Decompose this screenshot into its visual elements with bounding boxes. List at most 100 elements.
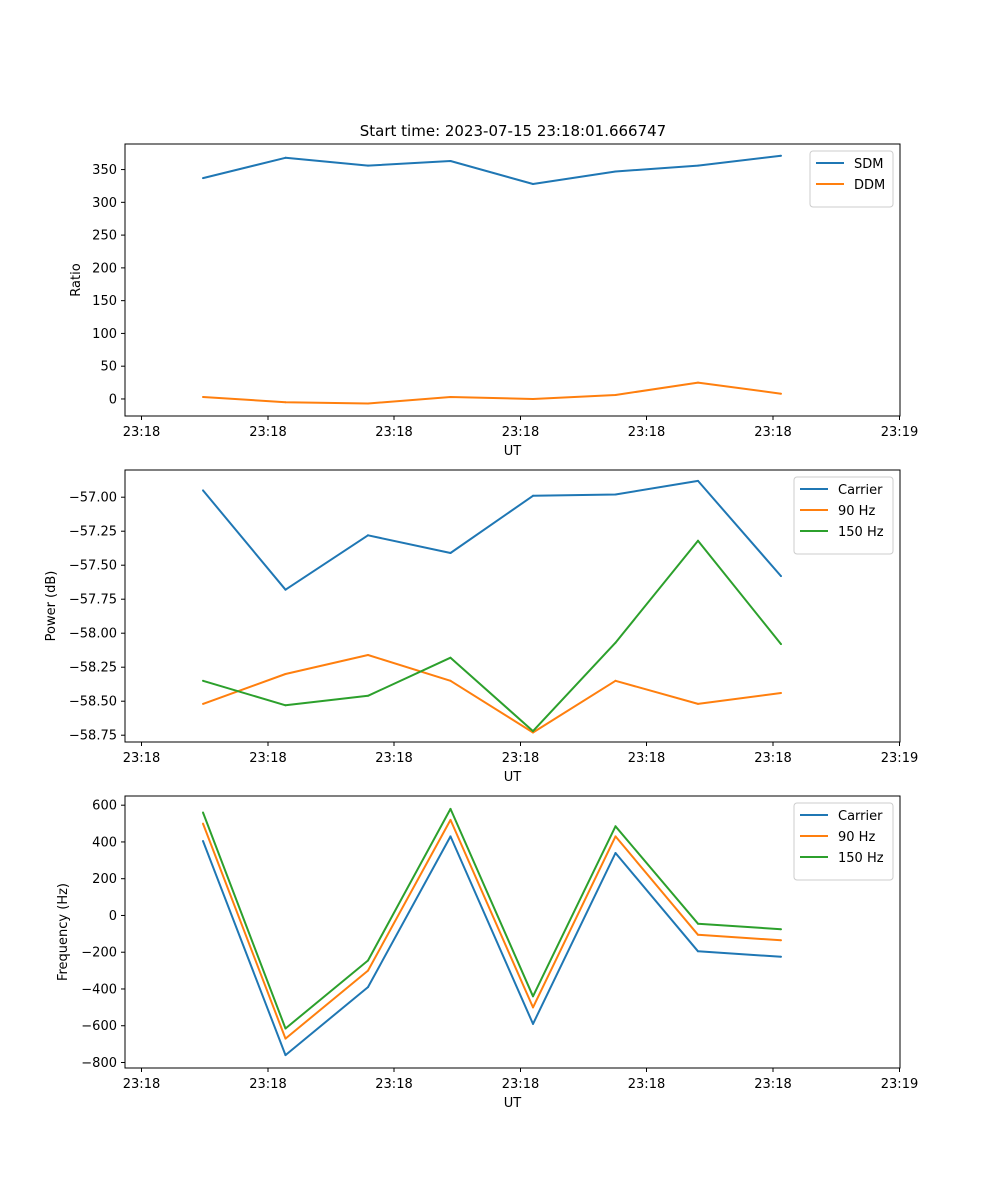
- y-tick-label: 400: [92, 835, 117, 850]
- y-tick-label: −58.75: [69, 729, 117, 744]
- data-point: [202, 840, 204, 842]
- y-tick-label: −58.00: [69, 627, 117, 642]
- data-point: [367, 654, 369, 656]
- legend: Carrier 90 Hz 150 Hz: [793, 476, 894, 555]
- y-tick-label: −57.50: [69, 559, 117, 574]
- data-point: [697, 950, 699, 953]
- data-point: [367, 969, 369, 972]
- data-point: [449, 656, 452, 659]
- data-point: [367, 694, 369, 697]
- series-line-carrier: [202, 479, 782, 591]
- x-tick-label: 23:18: [123, 425, 160, 440]
- data-point: [614, 170, 617, 173]
- data-point: [202, 702, 204, 705]
- x-tick-label: 23:18: [754, 751, 791, 766]
- data-point: [202, 489, 204, 492]
- data-point: [284, 673, 287, 675]
- y-tick-label: 600: [92, 799, 117, 814]
- y-tick-label: −600: [81, 1019, 117, 1034]
- x-tick-label: 23:18: [249, 1077, 286, 1092]
- y-tick-label: 100: [92, 327, 117, 342]
- y-tick-label: 0: [109, 909, 117, 924]
- y-tick-label: 300: [92, 196, 117, 211]
- data-point: [202, 811, 204, 814]
- x-tick-label: 23:19: [881, 751, 918, 766]
- series-line-ddm: [202, 381, 782, 405]
- data-point: [284, 1037, 287, 1040]
- y-tick-label: 200: [92, 261, 117, 276]
- x-tick-label: 23:18: [502, 1077, 539, 1092]
- x-tick-label: 23:18: [123, 1077, 160, 1092]
- x-tick-label: 23:18: [375, 1077, 412, 1092]
- data-point: [614, 394, 617, 396]
- y-axis-label: Power (dB): [44, 571, 59, 642]
- data-point: [532, 1022, 534, 1025]
- legend: Carrier 90 Hz 150 Hz: [793, 802, 894, 881]
- data-point: [284, 156, 287, 159]
- legend-label: 150 Hz: [838, 851, 884, 866]
- chart-panel-3: 23:18 23:18 23:18 23:18 23:18 23:18 23:19 −800 −…: [56, 795, 918, 1111]
- x-tick-label: 23:18: [375, 751, 412, 766]
- data-point: [284, 1054, 287, 1057]
- y-tick-label: −200: [81, 946, 117, 961]
- data-point: [532, 1006, 534, 1009]
- data-point: [202, 822, 204, 825]
- data-point: [697, 164, 699, 167]
- data-point: [697, 922, 699, 925]
- data-point: [532, 398, 534, 400]
- x-tick-label: 23:18: [502, 751, 539, 766]
- y-tick-label: 200: [92, 872, 117, 887]
- data-point: [614, 852, 617, 854]
- legend-label: Carrier: [838, 809, 883, 824]
- data-point: [614, 835, 617, 838]
- legend: SDM DDM: [809, 150, 894, 208]
- data-point: [284, 704, 287, 707]
- legend-box: [793, 802, 894, 881]
- plot-frame: [124, 795, 901, 1069]
- data-point: [532, 183, 534, 185]
- x-tick-label: 23:18: [123, 751, 160, 766]
- x-tick-label: 23:18: [754, 425, 791, 440]
- figure-title: Start time: 2023-07-15 23:18:01.666747: [360, 122, 666, 140]
- data-point: [780, 154, 782, 157]
- series-line-carrier: [202, 835, 782, 1057]
- data-point: [532, 730, 534, 733]
- y-tick-label: 250: [92, 229, 117, 244]
- chart-panels: 23:18 23:18 23:18 23:18 23:18 23:18 23:19 0 50 10…: [44, 143, 918, 1111]
- data-point: [284, 1027, 287, 1030]
- data-point: [614, 493, 617, 496]
- data-point: [780, 692, 782, 694]
- y-tick-label: −57.75: [69, 593, 117, 608]
- data-point: [780, 939, 782, 942]
- data-point: [697, 933, 699, 936]
- data-point: [449, 552, 452, 554]
- y-tick-label: 350: [92, 163, 117, 178]
- data-point: [367, 402, 369, 405]
- legend-label: Carrier: [838, 483, 883, 498]
- data-point: [449, 160, 452, 162]
- data-point: [367, 986, 369, 989]
- data-point: [449, 835, 452, 838]
- data-point: [780, 928, 782, 931]
- data-point: [367, 164, 369, 167]
- data-point: [780, 575, 782, 578]
- data-point: [202, 679, 204, 682]
- data-point: [780, 643, 782, 646]
- data-point: [532, 731, 534, 734]
- y-axis-label: Frequency (Hz): [56, 883, 71, 981]
- data-point: [780, 955, 782, 958]
- data-point: [532, 494, 534, 497]
- data-point: [202, 177, 204, 180]
- legend-label: 90 Hz: [838, 504, 875, 519]
- legend-box: [809, 150, 894, 208]
- data-point: [449, 679, 452, 682]
- x-tick-label: 23:18: [628, 1077, 665, 1092]
- series-line-150-hz: [202, 807, 782, 1030]
- x-axis-label: UT: [504, 770, 522, 785]
- data-point: [367, 959, 369, 962]
- plot-frame: [124, 469, 901, 743]
- data-point: [697, 539, 699, 542]
- x-tick-label: 23:19: [881, 1077, 918, 1092]
- x-axis-label: UT: [504, 1096, 522, 1111]
